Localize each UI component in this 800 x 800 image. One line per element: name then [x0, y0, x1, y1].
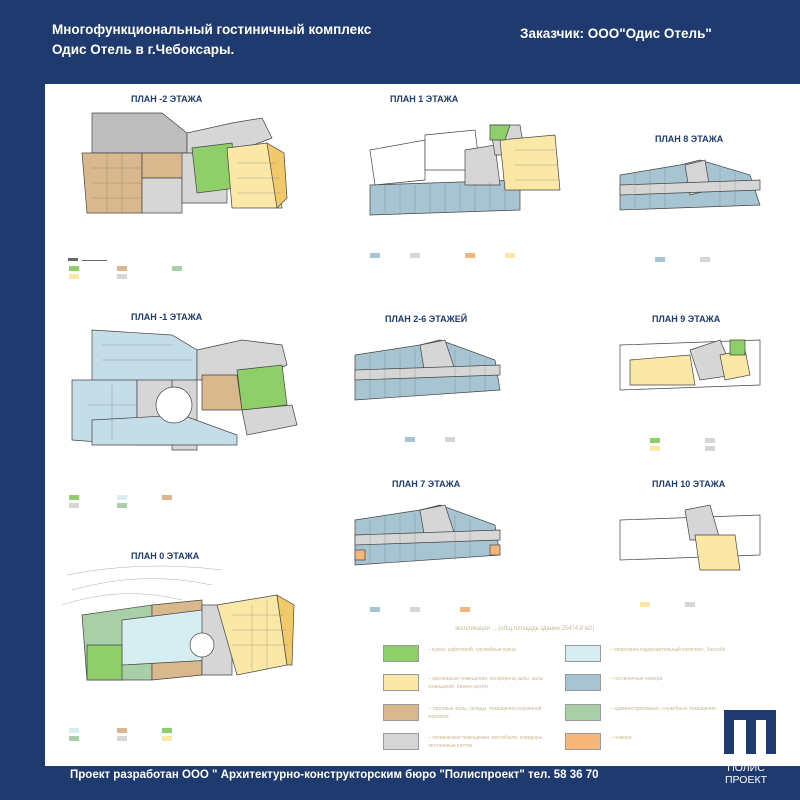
legend-swatch — [383, 645, 419, 662]
legend-label: – гостиничные номера — [610, 676, 663, 682]
floor-plan-minus2 — [68, 112, 288, 279]
project-title-line2: Одис Отель в г.Чебоксары. — [52, 42, 235, 57]
plan-title-10: ПЛАН 10 ЭТАЖА — [652, 479, 726, 489]
header-band — [0, 0, 800, 82]
footer-credit: Проект разработан ООО " Архитектурно-кон… — [70, 769, 599, 781]
legend-label: – кухня, кафетерий, служебные кухни — [428, 647, 516, 653]
floor-plan-minus1 — [69, 329, 298, 508]
logo-text-line1: ПОЛИС — [727, 762, 765, 774]
plan-title-7: ПЛАН 7 ЭТАЖА — [392, 479, 461, 489]
plan-title-9: ПЛАН 9 ЭТАЖА — [652, 314, 721, 324]
legend-swatch — [565, 733, 601, 750]
legend-swatch — [383, 733, 419, 750]
floor-plan-8 — [619, 159, 761, 262]
plan-title-8: ПЛАН 8 ЭТАЖА — [655, 134, 724, 144]
floor-plan-2-6 — [354, 339, 501, 442]
legend-label: – торговые залы, склады, помещения розни… — [428, 706, 542, 720]
logo-text-line2: ПРОЕКТ — [724, 774, 768, 786]
plan-title-2-6: ПЛАН 2-6 ЭТАЖЕЙ — [385, 314, 468, 324]
legend-label: – номера — [610, 735, 632, 741]
plan-title-zero: ПЛАН 0 ЭТАЖА — [131, 551, 200, 561]
plan-title-1: ПЛАН 1 ЭТАЖА — [390, 94, 459, 104]
legend-swatch — [565, 674, 601, 691]
legend-label: – зрелищные помещения, конференц-залы, з… — [428, 676, 544, 690]
project-title-line1: Многофункциональный гостиничный комплекс — [52, 22, 372, 37]
legend-label: – технические помещения, вестибюли, кори… — [428, 735, 544, 749]
floor-plan-7 — [354, 504, 501, 612]
plan-title-minus2: ПЛАН -2 ЭТАЖА — [131, 94, 203, 104]
legend-label: – спортивно-оздоровительный комплекс, ба… — [610, 647, 726, 653]
floor-plan-zero — [62, 565, 295, 741]
footer-band — [45, 768, 705, 786]
legend-swatch — [383, 674, 419, 691]
client-name: Заказчик: ООО"Одис Отель" — [520, 26, 712, 41]
polisproekt-logo — [717, 702, 783, 760]
legend-label: – административные, служебные помещения — [610, 706, 716, 712]
legend-swatch — [383, 704, 419, 721]
floor-plan-10 — [619, 504, 761, 607]
legend-swatch — [565, 645, 601, 662]
plan-title-minus1: ПЛАН -1 ЭТАЖА — [131, 312, 203, 322]
floor-plan-1 — [369, 124, 561, 258]
floor-plan-9 — [619, 339, 761, 451]
legend-header: экспликация ... (общ.площадь здания 2547… — [455, 626, 595, 632]
legend-swatch — [565, 704, 601, 721]
